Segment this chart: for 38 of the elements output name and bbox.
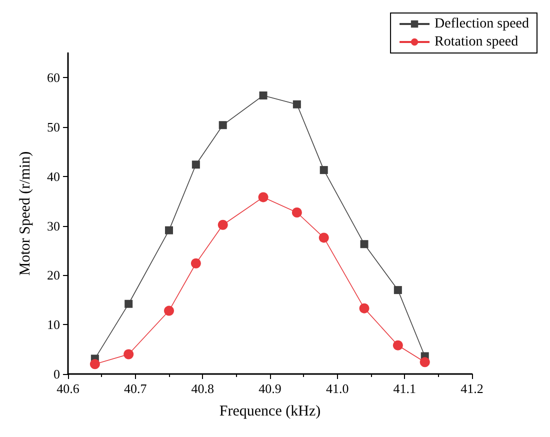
y-tick-label: 40 <box>47 168 60 184</box>
y-tick-label: 20 <box>47 268 60 283</box>
x-tick-label: 41.1 <box>393 381 416 396</box>
point <box>420 357 430 368</box>
y-tick-label: 60 <box>47 70 60 86</box>
x-tick-label: 41.2 <box>460 381 484 396</box>
y-tick-label: 30 <box>47 218 60 234</box>
point <box>360 240 368 248</box>
point <box>190 258 201 268</box>
point <box>218 121 227 130</box>
y-axis-title: Motor Speed (r/min) <box>18 151 34 276</box>
point <box>320 166 328 174</box>
point <box>164 306 174 316</box>
point <box>258 192 268 202</box>
legend-label: Rotation speed <box>434 34 518 50</box>
y-tick-label: 0 <box>54 366 60 382</box>
point <box>90 359 100 370</box>
x-tick-label: 40.6 <box>56 381 80 396</box>
point <box>392 340 403 350</box>
x-tick-label: 40.7 <box>124 381 148 396</box>
point <box>318 232 329 243</box>
point <box>259 91 268 100</box>
x-axis-title: Frequence (kHz) <box>219 404 321 420</box>
point <box>124 300 133 308</box>
point <box>292 208 302 218</box>
point <box>394 286 402 294</box>
legend-label: Deflection speed <box>434 16 530 32</box>
point <box>165 226 173 234</box>
x-tick-label: 41.0 <box>326 381 349 396</box>
x-tick-label: 40.8 <box>191 381 214 396</box>
point <box>124 349 134 360</box>
y-tick-label: 50 <box>47 120 60 135</box>
point <box>359 303 370 314</box>
point <box>192 160 200 169</box>
point <box>292 100 301 108</box>
point <box>218 220 228 230</box>
y-tick-label: 10 <box>47 317 60 332</box>
x-tick-label: 40.9 <box>258 381 282 396</box>
